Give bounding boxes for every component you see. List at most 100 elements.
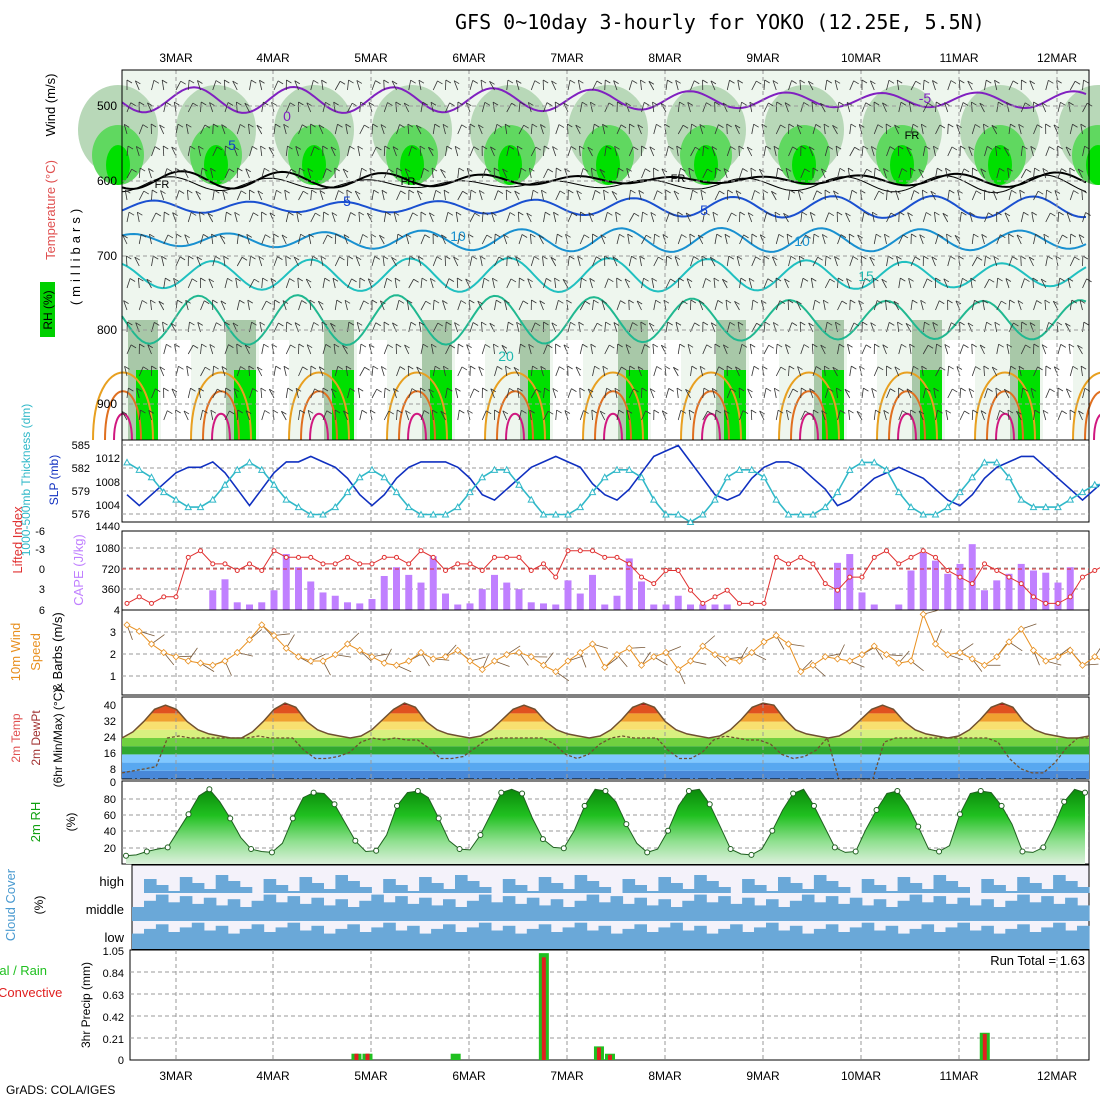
wind-barb	[367, 278, 373, 289]
cloud-bar	[682, 900, 695, 921]
wind-barb	[1069, 233, 1072, 245]
wind-barb	[959, 278, 963, 289]
cloud-bar	[538, 924, 552, 949]
wind-barb	[648, 322, 655, 333]
wind-barb-flag	[167, 410, 173, 415]
wind-barb	[1068, 344, 1071, 355]
wind10m-barb	[518, 652, 529, 666]
thickness-point	[380, 473, 389, 481]
wind-barb-flag	[333, 101, 339, 106]
wind-barb-flag	[974, 299, 980, 304]
wind-barb	[527, 278, 532, 289]
wind-barb	[662, 234, 667, 245]
wind-barb	[1004, 212, 1010, 223]
wind10m-speed-point	[123, 621, 131, 629]
wind-barb	[1082, 388, 1086, 399]
wind-barb	[833, 190, 838, 201]
contour-label: 20	[498, 348, 514, 364]
wind-barb	[318, 366, 324, 377]
wind-barb-flag	[791, 322, 798, 326]
wind-barb-flag	[225, 387, 231, 392]
cape-bar	[1066, 567, 1074, 610]
wind-barb	[396, 366, 401, 377]
top-date-label: 10MAR	[841, 51, 881, 65]
cloud-bar	[502, 879, 516, 893]
rh2m-point	[373, 847, 380, 854]
cloud-bar	[299, 877, 313, 893]
wind-barb-flag	[862, 145, 869, 150]
wind-barb-flag	[694, 80, 700, 85]
wind-barb	[395, 101, 397, 113]
wind-barb	[811, 102, 814, 113]
wind-barb-flag	[256, 124, 263, 129]
wind-barb	[383, 212, 387, 223]
wind-barb	[824, 212, 830, 223]
wind-barb-flag	[680, 167, 686, 172]
wind-barb-flag	[362, 234, 368, 238]
cloud-level-low: low	[104, 930, 124, 945]
wind-barb	[135, 146, 140, 157]
wind-barb-flag	[269, 212, 276, 217]
wind-barb	[905, 323, 912, 333]
wind-barb	[849, 190, 853, 201]
wind-barb	[171, 388, 177, 399]
wind-barb	[221, 124, 226, 135]
cloud-bar	[742, 932, 755, 949]
wind-barb	[837, 234, 842, 245]
wind-barb-flag	[228, 168, 235, 173]
wind-barb	[873, 124, 879, 135]
wind-barb-flag	[161, 255, 167, 260]
chart-title: GFS 0~10day 3-hourly for YOKO (12.25E, 5…	[455, 10, 985, 34]
wind-barb	[834, 80, 838, 91]
bottom-date-labels: 3MAR 4MAR 5MAR 6MAR 7MAR 8MAR 9MAR 10MAR…	[159, 1069, 1077, 1083]
wind-barb-flag	[318, 300, 324, 305]
wind-barb	[134, 80, 140, 91]
wind-barb-flag	[423, 168, 429, 172]
freezing-level-label: FR	[401, 176, 416, 188]
wind-barb	[1041, 344, 1047, 355]
wind-barb-flag	[332, 277, 339, 282]
wind-barb	[200, 168, 203, 179]
wind-barb	[837, 102, 840, 113]
wind-barb-flag	[939, 366, 946, 371]
wind-barb	[1033, 190, 1039, 201]
wind10m-panel-frame	[121, 609, 1090, 696]
contour-label: 15	[858, 268, 874, 284]
wind-barb	[405, 234, 410, 245]
wind10m-speed-point	[711, 651, 719, 659]
wind-barb-flag	[885, 299, 891, 304]
wind-barb-flag	[900, 101, 907, 106]
wind-barb-flag	[1021, 79, 1027, 84]
cape-bar	[625, 558, 633, 610]
wind-barb	[800, 410, 806, 421]
wind-barb	[518, 410, 522, 421]
wind-barb-flag	[691, 365, 698, 370]
wind-barb	[837, 277, 839, 289]
wind-barb	[1016, 234, 1022, 245]
wind-barb-flag	[150, 123, 157, 128]
wind-barb-flag	[253, 278, 260, 283]
wind-barb-flag	[306, 278, 312, 283]
wind-barb-flag	[619, 233, 625, 238]
wind-barb	[1042, 410, 1047, 421]
wind-barb-flag	[665, 189, 671, 194]
wind-barb	[445, 212, 449, 223]
wind-barb	[122, 234, 128, 245]
wind-barb-flag	[734, 300, 740, 305]
cloud-bar	[1017, 924, 1030, 949]
cape-bar	[221, 579, 229, 610]
cloud-bar	[538, 877, 552, 893]
wind-barb-flag	[957, 189, 963, 194]
bottom-date-label: 9MAR	[746, 1069, 780, 1083]
wind-barb-flag	[196, 256, 202, 261]
cloud-bar	[383, 879, 396, 893]
series-line	[126, 444, 1100, 507]
wind-barb-flag	[593, 299, 599, 304]
upper-label-pressure: (millibars)	[68, 205, 83, 305]
wind-barb-flag	[479, 190, 485, 194]
wind-barb	[898, 211, 900, 223]
li-point	[908, 554, 914, 560]
wind-barb	[258, 256, 263, 267]
rh2m-point	[310, 789, 317, 796]
wind10m-speed-point	[478, 665, 486, 674]
